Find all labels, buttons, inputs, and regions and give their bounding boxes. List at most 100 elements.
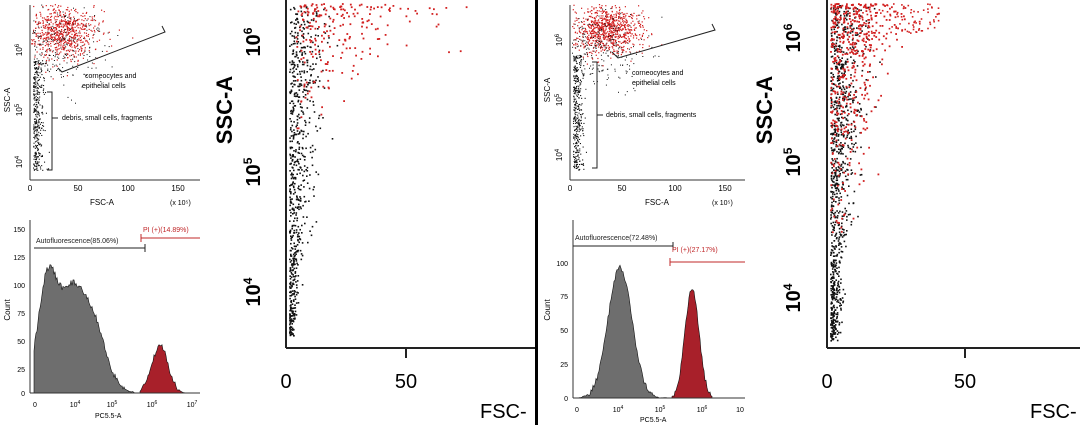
scatter-point-red [606,12,608,14]
scatter-point-black [35,77,37,79]
scatter-point-black [860,173,863,176]
scatter-point-red [576,19,578,21]
scatter-point-red [611,23,613,25]
scatter-point-red [599,46,601,48]
scatter-point-black [838,148,840,150]
scatter-point-red [323,25,326,28]
scatter-point-black [43,85,45,87]
scatter-point-black [856,34,858,36]
scatter-point-black [577,77,579,79]
scatter-point-black [577,137,579,139]
scatter-point-black [292,182,294,184]
scatter-point-black [581,56,583,58]
scatter-point-black [293,35,295,38]
scatter-point-black [293,317,295,320]
scatter-point-black [850,135,852,138]
scatter-point-red [93,5,95,7]
gate-pi-positive: PI (+)(14.89%) [143,227,189,234]
scatter-point-black [36,131,38,133]
scatter-point-red [610,42,612,44]
scatter-point-black [844,293,846,295]
scatter-point-red [878,31,881,34]
scatter-point-red [332,20,334,23]
scatter-point-red [306,10,309,13]
scatter-point-black [575,125,577,127]
scatter-point-black [851,39,854,41]
scatter-point-black [303,155,305,158]
scatter-point-black [41,134,43,136]
scatter-point-black [879,61,881,63]
scatter-point-red [599,17,601,19]
scatter-point-black [45,92,47,94]
scatter-point-red [832,90,835,92]
scatter-point-black [294,310,297,313]
scatter-point-black [289,200,292,202]
scatter-point-black [834,309,836,311]
scatter-point-red [90,24,92,26]
scatter-point-black [43,80,45,82]
scatter-point-black [855,135,857,138]
scatter-point-black [576,67,578,69]
scatter-point-red [599,22,601,24]
scatter-point-red [867,71,869,73]
scatter-point-red [465,6,468,9]
scatter-point-red [839,19,841,21]
scatter-point-red [593,21,595,23]
scatter-point-red [832,26,835,29]
scatter-point-red [579,38,581,40]
scatter-point-black [610,39,612,41]
scatter-point-red [79,32,81,34]
scatter-point-black [835,135,838,137]
scatter-point-red [889,13,892,16]
scatter-point-black [830,285,833,287]
scatter-point-red [93,16,95,18]
scatter-point-black [312,150,314,153]
scatter-point-red [598,44,601,46]
scatter-point-red [860,168,863,171]
scatter-point-black [311,225,314,228]
scatter-point-red [614,26,616,28]
scatter-point-red [607,38,609,40]
scatter-point-red [591,44,593,46]
scatter-point-black [838,107,841,110]
scatter-point-red [602,15,604,17]
scatter-point-red [56,65,58,67]
scatter-point-red [42,33,44,35]
scatter-point-red [630,22,632,24]
scatter-point-black [579,91,581,93]
scatter-point-red [614,36,616,38]
scatter-point-black [830,324,832,326]
scatter-point-black [573,66,575,68]
scatter-point-red [324,23,327,26]
scatter-point-red [56,42,59,44]
scatter-point-black [295,164,298,167]
scatter-point-red [433,8,435,11]
scatter-point-black [36,46,38,48]
scatter-point-black [841,297,844,299]
scatter-point-black [608,36,609,37]
scatter-point-black [836,65,838,68]
scatter-point-black [572,42,573,44]
scatter-point-red [582,33,584,35]
scatter-point-black [574,104,576,106]
scatter-point-red [111,45,113,47]
scatter-point-black [582,75,584,77]
scatter-point-red [79,39,82,42]
scatter-point-black [65,54,66,56]
scatter-point-black [836,339,839,342]
scatter-point-black [303,179,306,181]
scatter-point-black [34,63,36,65]
scatter-point-red [830,101,833,103]
scatter-point-black [301,146,304,149]
scatter-point-black [837,75,839,78]
scatter-point-red [340,15,343,17]
scatter-point-black [830,76,833,78]
scatter-point-red [593,30,595,32]
scatter-point-red [33,29,35,31]
scatter-point-red [69,55,71,57]
scatter-point-black [55,54,57,56]
scatter-point-red [866,92,869,95]
scatter-point-black [289,128,292,131]
scatter-point-black [832,264,834,267]
scatter-point-red [640,23,642,25]
